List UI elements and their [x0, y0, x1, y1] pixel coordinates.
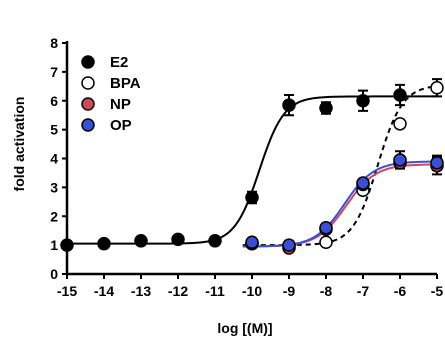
- y-tick-label: 5: [50, 122, 58, 138]
- legend-label-np: NP: [110, 96, 131, 113]
- fit-curve-np: [242, 163, 438, 248]
- y-axis-label: fold activation: [11, 97, 27, 192]
- data-points: [60, 81, 444, 255]
- point-op: [393, 153, 407, 167]
- point-op: [356, 176, 370, 190]
- legend-marker-op: [81, 118, 95, 132]
- point-bpa: [393, 117, 407, 131]
- y-tick-label: 8: [50, 35, 58, 51]
- y-ticks: 0 1 2 3 4 5 6 7 8: [50, 35, 67, 282]
- x-ticks: -15 -14 -13 -12 -11 -10 -9 -8 -7 -6 -5: [57, 274, 444, 299]
- point-e2: [393, 88, 407, 102]
- point-bpa: [319, 235, 333, 249]
- x-tick-label: -12: [168, 283, 188, 299]
- legend-label-e2: E2: [110, 54, 128, 71]
- point-op: [319, 221, 333, 235]
- point-e2: [319, 101, 333, 115]
- y-tick-label: 0: [50, 266, 58, 282]
- x-tick-label: -11: [205, 283, 225, 299]
- x-tick-label: -7: [357, 283, 370, 299]
- x-tick-label: -6: [394, 283, 407, 299]
- point-op: [245, 235, 259, 249]
- fit-curve-op: [242, 160, 438, 248]
- point-e2: [356, 94, 370, 108]
- y-tick-label: 6: [50, 93, 58, 109]
- x-tick-label: -14: [94, 283, 114, 299]
- y-tick-label: 3: [50, 179, 58, 195]
- point-op: [282, 238, 296, 252]
- x-tick-label: -13: [131, 283, 151, 299]
- point-op: [430, 156, 444, 170]
- x-tick-label: -10: [242, 283, 262, 299]
- point-e2: [208, 234, 222, 248]
- legend: E2 BPA NP OP: [81, 54, 141, 134]
- x-tick-label: -15: [57, 283, 77, 299]
- point-e2: [245, 190, 259, 205]
- point-e2: [171, 232, 185, 247]
- legend-marker-e2: [81, 55, 95, 69]
- x-axis-label: log [(M)]: [217, 320, 272, 336]
- point-bpa: [430, 81, 444, 95]
- y-tick-label: 2: [50, 208, 58, 224]
- y-tick-label: 7: [50, 64, 58, 80]
- point-e2: [282, 98, 296, 112]
- x-tick-label: -8: [320, 283, 333, 299]
- legend-marker-np: [81, 97, 95, 111]
- point-e2: [97, 236, 111, 251]
- x-tick-label: -9: [283, 283, 296, 299]
- y-tick-label: 4: [50, 151, 58, 167]
- point-e2: [134, 234, 148, 248]
- legend-label-bpa: BPA: [110, 75, 141, 92]
- x-tick-label: -5: [431, 283, 444, 299]
- error-bars: [247, 78, 442, 205]
- y-tick-label: 1: [50, 237, 58, 253]
- legend-label-op: OP: [110, 117, 132, 134]
- legend-marker-bpa: [81, 76, 95, 90]
